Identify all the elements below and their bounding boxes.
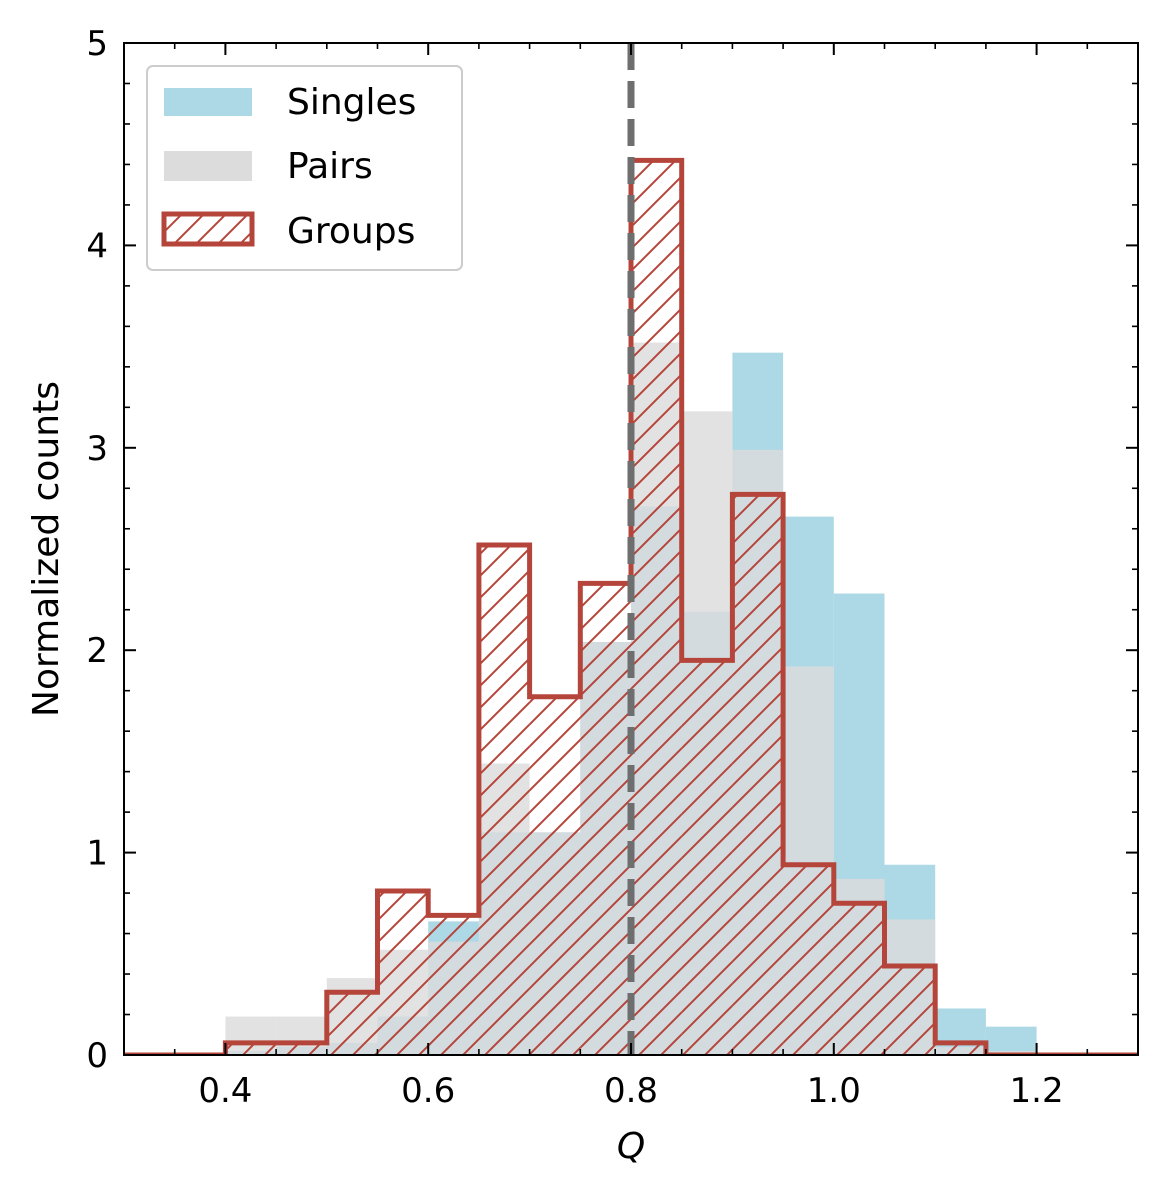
groups-bar [631, 160, 682, 1055]
x-tick-label: 0.4 [198, 1071, 252, 1111]
singles-bar [985, 1026, 1037, 1055]
legend: Singles Pairs Groups [146, 65, 463, 271]
groups-bar [783, 864, 834, 1055]
x-axis-label: Q [617, 1126, 645, 1167]
groups-bar [580, 583, 631, 1055]
y-axis-label: Normalized counts [26, 381, 67, 717]
legend-item-groups: Groups [161, 211, 415, 252]
groups-bar [529, 696, 581, 1055]
y-tick-label: 1 [86, 834, 108, 874]
groups-bar [833, 903, 885, 1055]
legend-item-singles: Singles [164, 82, 416, 123]
groups-bar [326, 992, 378, 1055]
groups-bar [478, 544, 530, 1055]
legend-swatch-groups [161, 211, 255, 247]
legend-label-singles: Singles [287, 82, 416, 123]
legend-swatch-pairs [164, 151, 252, 181]
x-tick-label: 1.0 [807, 1071, 861, 1111]
groups-bar [732, 494, 784, 1055]
groups-bar [884, 965, 936, 1055]
y-tick-label: 4 [86, 226, 108, 266]
y-tick-label: 0 [86, 1036, 108, 1076]
groups-bar [681, 660, 733, 1055]
groups-bar [935, 1042, 986, 1055]
x-tick-label: 1.2 [1010, 1071, 1064, 1111]
legend-label-pairs: Pairs [287, 146, 373, 187]
y-tick-label: 5 [86, 24, 108, 64]
groups-bar [428, 915, 479, 1055]
legend-label-groups: Groups [287, 211, 415, 252]
y-tick-label: 2 [86, 631, 108, 671]
y-tick-label: 3 [86, 429, 108, 469]
legend-swatch-singles [164, 88, 252, 116]
x-tick-label: 0.6 [401, 1071, 455, 1111]
x-tick-label: 0.8 [604, 1071, 658, 1111]
groups-bar [276, 1042, 327, 1055]
groups-bar [225, 1042, 277, 1055]
legend-item-pairs: Pairs [164, 146, 373, 187]
groups-bar [377, 891, 429, 1055]
